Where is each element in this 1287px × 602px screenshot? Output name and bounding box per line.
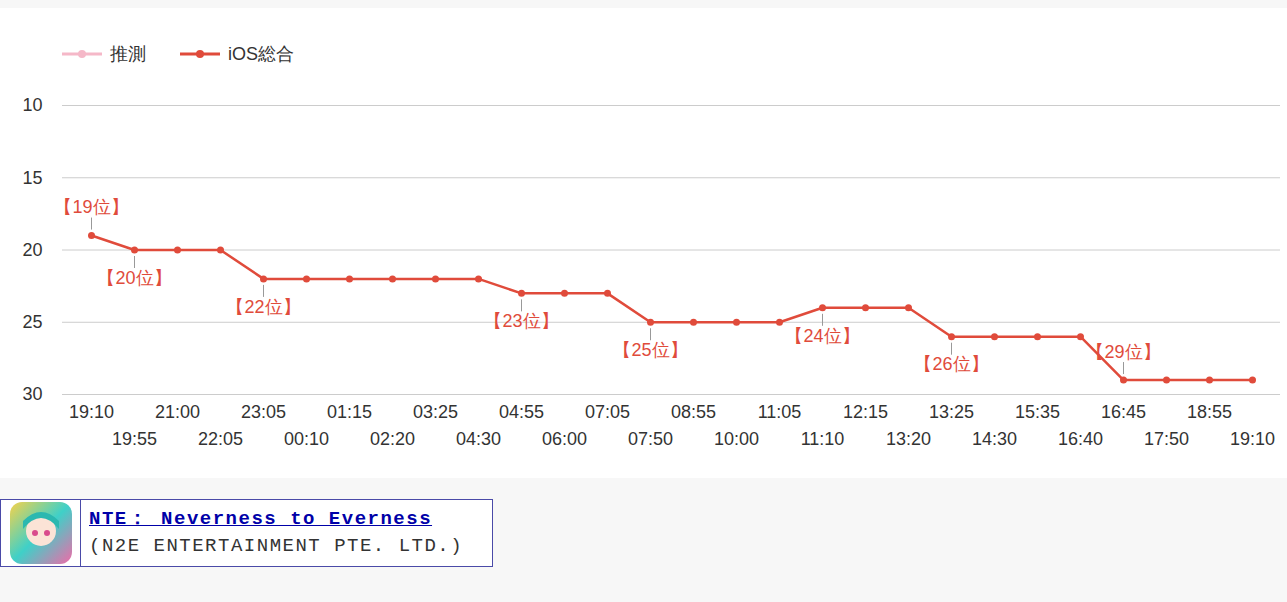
svg-text:【24位】: 【24位】 <box>785 326 859 346</box>
svg-text:16:40: 16:40 <box>1058 429 1103 449</box>
svg-text:15:35: 15:35 <box>1015 402 1060 422</box>
svg-text:30: 30 <box>22 384 42 404</box>
svg-text:13:25: 13:25 <box>929 402 974 422</box>
svg-text:07:50: 07:50 <box>628 429 673 449</box>
svg-text:02:20: 02:20 <box>370 429 415 449</box>
svg-text:08:55: 08:55 <box>671 402 716 422</box>
svg-text:23:05: 23:05 <box>241 402 286 422</box>
svg-text:00:10: 00:10 <box>284 429 329 449</box>
svg-text:11:10: 11:10 <box>801 429 845 449</box>
svg-text:12:15: 12:15 <box>843 402 888 422</box>
svg-text:22:05: 22:05 <box>198 429 243 449</box>
svg-text:19:10: 19:10 <box>1230 429 1275 449</box>
html-text:(N2E ENTERTAINMENT PTE. LTD.): (N2E ENTERTAINMENT PTE. LTD.) <box>89 535 464 557</box>
svg-text:19:55: 19:55 <box>112 429 157 449</box>
svg-text:【26位】: 【26位】 <box>914 354 988 374</box>
svg-text:20: 20 <box>22 240 42 260</box>
svg-text:07:05: 07:05 <box>585 402 630 422</box>
svg-text:19:10: 19:10 <box>69 402 114 422</box>
svg-text:15: 15 <box>22 168 42 188</box>
svg-text:04:55: 04:55 <box>499 402 544 422</box>
html-text:NTE： Neverness to Everness: NTE： Neverness to Everness <box>89 508 432 530</box>
svg-text:【23位】: 【23位】 <box>484 311 558 331</box>
svg-text:14:30: 14:30 <box>972 429 1017 449</box>
html-text:推測: 推測 <box>110 44 146 64</box>
html-text:iOS総合: iOS総合 <box>228 44 294 64</box>
svg-text:【19位】: 【19位】 <box>54 197 128 217</box>
svg-text:10:00: 10:00 <box>714 429 759 449</box>
svg-text:18:55: 18:55 <box>1187 402 1232 422</box>
svg-text:【20位】: 【20位】 <box>97 268 171 288</box>
svg-text:10: 10 <box>22 95 42 115</box>
svg-text:04:30: 04:30 <box>456 429 501 449</box>
svg-text:【25位】: 【25位】 <box>613 340 687 360</box>
svg-text:16:45: 16:45 <box>1101 402 1146 422</box>
svg-text:17:50: 17:50 <box>1144 429 1189 449</box>
svg-text:06:00: 06:00 <box>542 429 587 449</box>
svg-text:21:00: 21:00 <box>155 402 200 422</box>
svg-text:11:05: 11:05 <box>758 402 802 422</box>
svg-text:01:15: 01:15 <box>327 402 372 422</box>
svg-text:25: 25 <box>22 312 42 332</box>
svg-text:【29位】: 【29位】 <box>1086 342 1160 362</box>
svg-text:【22位】: 【22位】 <box>226 297 300 317</box>
svg-text:13:20: 13:20 <box>886 429 931 449</box>
svg-text:03:25: 03:25 <box>413 402 458 422</box>
